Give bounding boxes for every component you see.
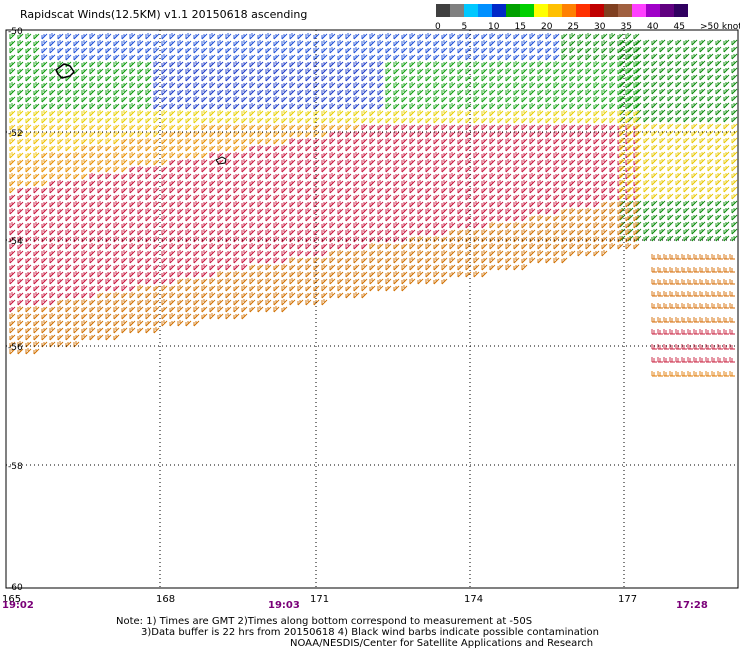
colorbar-swatch <box>478 4 492 17</box>
colorbar-swatch <box>520 4 534 17</box>
note-line-2: 3)Data buffer is 22 hrs from 20150618 4)… <box>141 627 599 638</box>
wind-barb-cluster <box>9 33 152 110</box>
lon-label-165: 165 <box>2 594 22 605</box>
colorbar-label: 40 <box>647 22 659 32</box>
colorbar-swatch <box>534 4 548 17</box>
lon-label-177: 177 <box>618 594 638 605</box>
colorbar-swatch <box>674 4 688 17</box>
colorbar-label: 10 <box>488 22 500 32</box>
lat-label: -54 <box>8 237 23 247</box>
lon-label-168: 168 <box>156 594 176 605</box>
wind-barb-cluster <box>41 33 560 61</box>
lat-label: -58 <box>8 462 23 472</box>
wind-barb-cluster <box>9 124 640 313</box>
colorbar-label: 0 <box>435 22 441 32</box>
colorbar-swatch <box>450 4 464 17</box>
colorbar-swatch <box>660 4 674 17</box>
time-label-start: 19:02 <box>2 600 34 611</box>
wind-barb-cluster <box>9 124 200 159</box>
lat-label: -50 <box>8 27 23 37</box>
colorbar-swatch <box>436 4 450 17</box>
colorbar-label: 20 <box>541 22 553 32</box>
wind-barb-cluster <box>9 124 360 194</box>
colorbar-swatch <box>632 4 646 17</box>
colorbar-swatch <box>576 4 590 17</box>
wind-barb-cluster <box>651 371 735 377</box>
lon-label-174: 174 <box>464 594 484 605</box>
colorbar-label: 45 <box>673 22 685 32</box>
lon-label-171: 171 <box>310 594 330 605</box>
colorbar-label: 25 <box>567 22 579 32</box>
colorbar-label: 5 <box>461 22 468 32</box>
colorbar-swatch <box>590 4 604 17</box>
colorbar-swatch <box>604 4 618 17</box>
note-line-3: NOAA/NESDIS/Center for Satellite Applica… <box>290 638 594 649</box>
colorbar-label: 15 <box>514 22 526 32</box>
colorbar-swatch <box>646 4 660 17</box>
map-frame-border <box>5 29 739 589</box>
colorbar-swatch <box>492 4 506 17</box>
wind-barbs <box>9 33 738 377</box>
colorbar-swatch <box>548 4 562 17</box>
colorbar-label: >50 knots <box>700 22 740 32</box>
colorbar-swatch <box>506 4 520 17</box>
lat-label: -60 <box>8 583 23 593</box>
colorbar-label: 30 <box>594 22 606 32</box>
wind-barb-cluster <box>9 201 640 355</box>
colorbar-label: 35 <box>620 22 632 32</box>
island-outline <box>215 156 227 165</box>
wind-barb-cluster <box>153 61 384 110</box>
time-label-end: 17:28 <box>676 600 708 611</box>
wind-barb-cluster <box>651 254 735 323</box>
title: Rapidscat Winds(12.5KM) v1.1 20150618 as… <box>20 8 308 21</box>
lat-label: -52 <box>8 129 23 139</box>
island-outline <box>55 63 75 79</box>
wind-barb-cluster <box>619 123 738 200</box>
colorbar-swatch <box>618 4 632 17</box>
wind-barb-cluster <box>9 110 640 124</box>
note-line-1: Note: 1) Times are GMT 2)Times along bot… <box>116 616 533 627</box>
wind-barb-cluster <box>385 61 640 110</box>
colorbar-swatch <box>464 4 478 17</box>
lat-label: -56 <box>8 343 23 353</box>
time-label-mid: 19:03 <box>268 600 300 611</box>
colorbar-swatch <box>562 4 576 17</box>
